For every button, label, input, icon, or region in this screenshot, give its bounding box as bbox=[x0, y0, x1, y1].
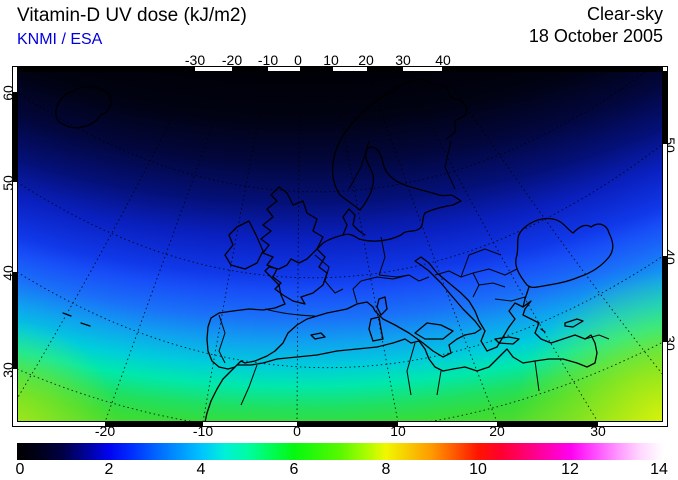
bottom-axis-tick-label: -20 bbox=[94, 423, 116, 439]
colorbar-tick-label: 12 bbox=[561, 461, 579, 478]
bottom-axis-tick-label: 0 bbox=[293, 423, 301, 439]
colorbar bbox=[17, 443, 663, 460]
top-axis-tick-label: -20 bbox=[221, 52, 243, 68]
colorbar-tick-label: 14 bbox=[650, 461, 668, 478]
page-title: Vitamin-D UV dose (kJ/m2) bbox=[17, 5, 247, 26]
top-axis-tick-label: -30 bbox=[184, 52, 206, 68]
country-borders bbox=[218, 140, 610, 406]
graticule bbox=[17, 71, 663, 422]
colorbar-tick-label: 0 bbox=[15, 461, 25, 478]
top-axis-tick-label: 20 bbox=[358, 52, 374, 68]
colorbar-tick-label: 4 bbox=[196, 461, 206, 478]
top-axis-tick-label: 0 bbox=[294, 52, 302, 68]
europe-uv-map bbox=[12, 66, 668, 427]
map-inner-frame bbox=[17, 71, 663, 422]
top-axis-tick-label: 40 bbox=[435, 52, 451, 68]
bottom-axis-tick-label: 20 bbox=[489, 423, 505, 439]
map-frame-zebra-black-segments bbox=[13, 67, 667, 426]
top-axis-tick-label: 10 bbox=[323, 52, 339, 68]
bottom-axis-tick-label: 10 bbox=[390, 423, 406, 439]
coastlines bbox=[55, 78, 614, 422]
colorbar-gradient bbox=[17, 443, 663, 460]
bottom-axis-tick-label: -10 bbox=[192, 423, 214, 439]
sky-condition-label: Clear-sky bbox=[586, 4, 663, 24]
colorbar-tick-label: 6 bbox=[289, 461, 299, 478]
source-credit: KNMI / ESA bbox=[17, 31, 103, 48]
colorbar-tick-label: 10 bbox=[469, 461, 487, 478]
colorbar-tick-label: 8 bbox=[381, 461, 391, 478]
top-axis-tick-label: -10 bbox=[257, 52, 279, 68]
top-axis-tick-label: 30 bbox=[395, 52, 411, 68]
date-label: 18 October 2005 bbox=[528, 26, 663, 46]
bottom-axis-tick-label: 30 bbox=[590, 423, 606, 439]
uv-dose-field-corner-glow-left bbox=[17, 71, 663, 422]
colorbar-tick-label: 2 bbox=[104, 461, 114, 478]
